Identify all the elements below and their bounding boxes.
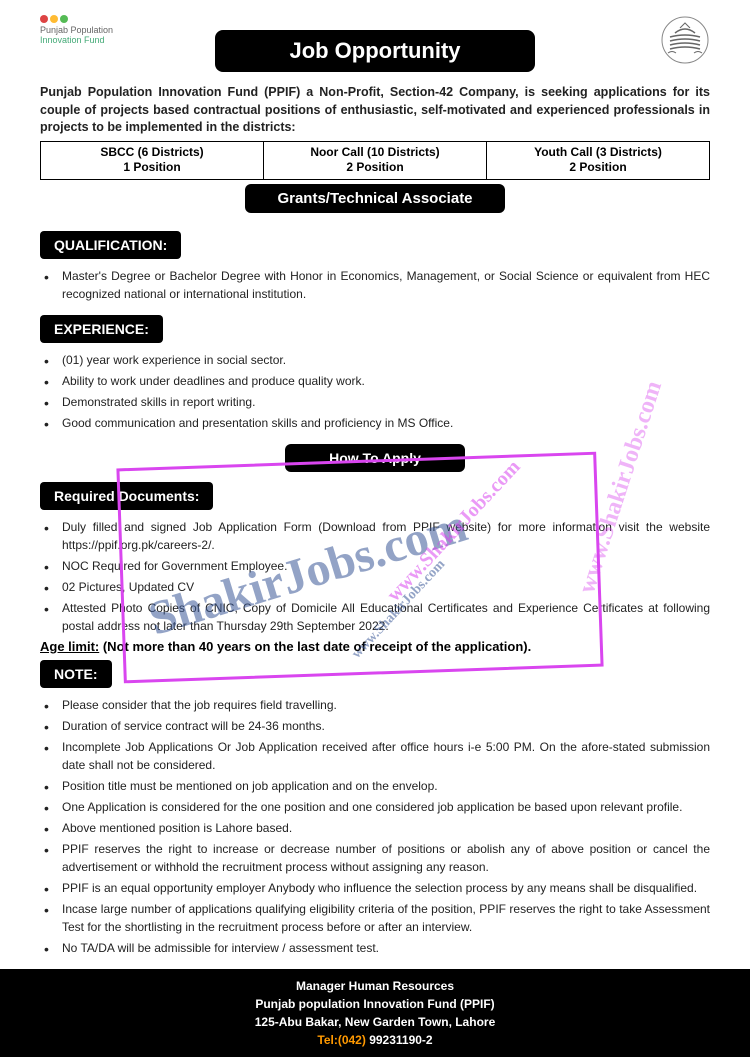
districts-table: SBCC (6 Districts)1 Position Noor Call (… (40, 141, 710, 180)
list-item: Ability to work under deadlines and prod… (44, 372, 710, 390)
footer-line: Punjab population Innovation Fund (PPIF) (8, 995, 742, 1013)
required-docs-list: Duly filled and signed Job Application F… (40, 518, 710, 635)
district-cell: Youth Call (3 Districts)2 Position (487, 141, 710, 179)
main-title: Job Opportunity (215, 30, 535, 72)
required-docs-heading: Required Documents: (40, 482, 213, 510)
note-heading: NOTE: (40, 660, 112, 688)
experience-heading: EXPERIENCE: (40, 315, 163, 343)
list-item: Demonstrated skills in report writing. (44, 393, 710, 411)
intro-text: Punjab Population Innovation Fund (PPIF)… (40, 84, 710, 137)
logo-text-1: Punjab Population (40, 25, 113, 35)
age-limit: Age limit: (Not more than 40 years on th… (40, 639, 710, 654)
list-item: PPIF reserves the right to increase or d… (44, 840, 710, 876)
experience-list: (01) year work experience in social sect… (40, 351, 710, 432)
list-item: One Application is considered for the on… (44, 798, 710, 816)
ppif-logo: Punjab Population Innovation Fund (40, 15, 113, 45)
role-title: Grants/Technical Associate (245, 184, 505, 213)
list-item: Duly filled and signed Job Application F… (44, 518, 710, 554)
list-item: Above mentioned position is Lahore based… (44, 819, 710, 837)
list-item: Duration of service contract will be 24-… (44, 717, 710, 735)
govt-emblem-icon (660, 15, 710, 65)
note-list: Please consider that the job requires fi… (40, 696, 710, 957)
list-item: Please consider that the job requires fi… (44, 696, 710, 714)
qualification-heading: QUALIFICATION: (40, 231, 181, 259)
list-item: (01) year work experience in social sect… (44, 351, 710, 369)
list-item: Attested Photo Copies of CNIC, Copy of D… (44, 599, 710, 635)
list-item: Incase large number of applications qual… (44, 900, 710, 936)
list-item: No TA/DA will be admissible for intervie… (44, 939, 710, 957)
list-item: Incomplete Job Applications Or Job Appli… (44, 738, 710, 774)
qualification-list: Master's Degree or Bachelor Degree with … (40, 267, 710, 303)
list-item: 02 Pictures, Updated CV (44, 578, 710, 596)
list-item: PPIF is an equal opportunity employer An… (44, 879, 710, 897)
logo-text-2: Innovation Fund (40, 35, 113, 45)
job-posting-page: Punjab Population Innovation Fund Job Op… (0, 0, 750, 1057)
list-item: Position title must be mentioned on job … (44, 777, 710, 795)
footer: Manager Human Resources Punjab populatio… (0, 969, 750, 1057)
list-item: Good communication and presentation skil… (44, 414, 710, 432)
district-cell: SBCC (6 Districts)1 Position (41, 141, 264, 179)
footer-line: Manager Human Resources (8, 977, 742, 995)
footer-tel: Tel:(042) 99231190-2 (8, 1031, 742, 1049)
how-to-apply-heading: How To Apply (285, 444, 465, 472)
district-cell: Noor Call (10 Districts)2 Position (264, 141, 487, 179)
footer-line: 125-Abu Bakar, New Garden Town, Lahore (8, 1013, 742, 1031)
list-item: Master's Degree or Bachelor Degree with … (44, 267, 710, 303)
list-item: NOC Required for Government Employee. (44, 557, 710, 575)
